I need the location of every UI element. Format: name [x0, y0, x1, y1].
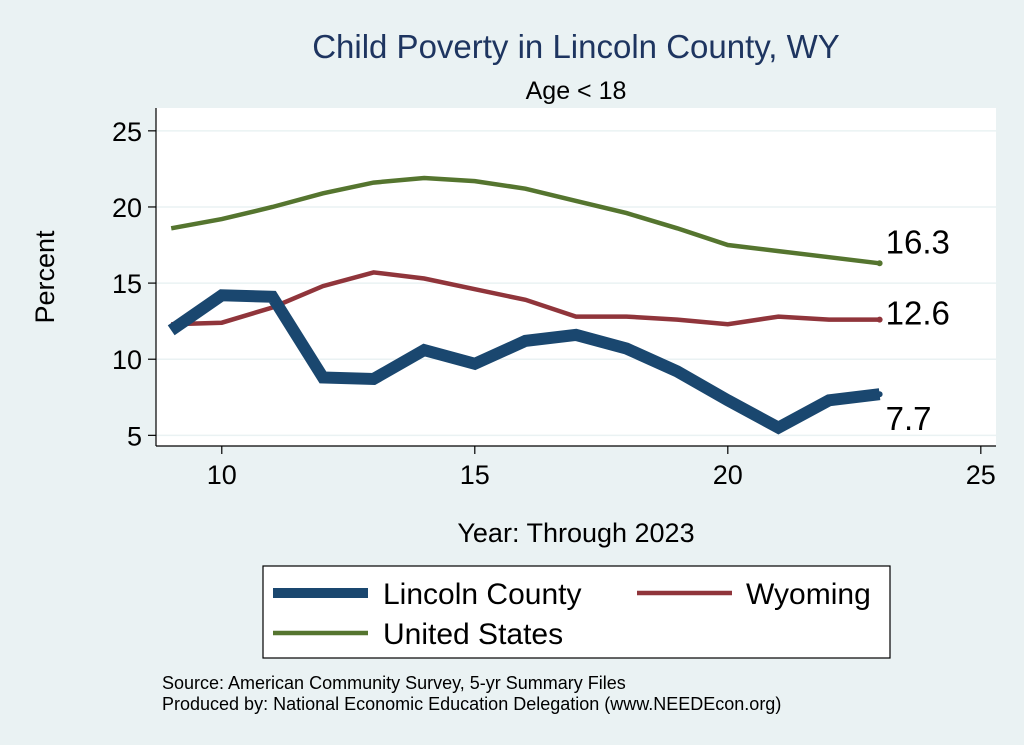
- end-point-united-states: [876, 260, 883, 267]
- legend: Lincoln County Wyoming United States: [262, 565, 891, 659]
- end-label-lincoln-county: 7.7: [886, 400, 932, 437]
- legend-label-lincoln-county: Lincoln County: [383, 578, 581, 611]
- y-tick-label: 5: [127, 421, 142, 451]
- series-line-wyoming: [171, 270, 880, 327]
- x-axis-title: Year: Through 2023: [457, 518, 694, 548]
- series-line-lincoln-county: [167, 289, 881, 435]
- end-point-wyoming: [876, 316, 883, 323]
- x-tick-label: 20: [713, 460, 743, 490]
- legend-label-united-states: United States: [383, 618, 563, 651]
- end-label-wyoming: 12.6: [886, 295, 950, 332]
- legend-box: [262, 565, 891, 659]
- y-tick-label: 25: [112, 117, 142, 147]
- y-tick-label: 20: [112, 193, 142, 223]
- source-note: Source: American Community Survey, 5-yr …: [162, 673, 626, 693]
- chart-title: Child Poverty in Lincoln County, WY: [312, 28, 840, 65]
- plot-area: [156, 108, 996, 446]
- x-tick-label: 15: [460, 460, 490, 490]
- y-axis-title: Percent: [30, 230, 60, 324]
- end-labels: 16.3 12.6 7.7: [886, 223, 950, 437]
- produced-by-note: Produced by: National Economic Education…: [162, 694, 781, 714]
- x-tick-label: 10: [207, 460, 237, 490]
- y-tick-label: 10: [112, 345, 142, 375]
- series-line-united-states: [170, 175, 880, 266]
- x-tick-label: 25: [966, 460, 996, 490]
- series-group: [167, 175, 883, 435]
- end-label-united-states: 16.3: [886, 223, 950, 260]
- axes: 5 10 15 20 25 10 15 20 25: [112, 108, 996, 490]
- legend-label-wyoming: Wyoming: [746, 578, 871, 611]
- y-tick-label: 15: [112, 269, 142, 299]
- grid: [156, 130, 996, 437]
- chart-subtitle: Age < 18: [526, 77, 627, 105]
- end-point-lincoln-county: [876, 391, 883, 398]
